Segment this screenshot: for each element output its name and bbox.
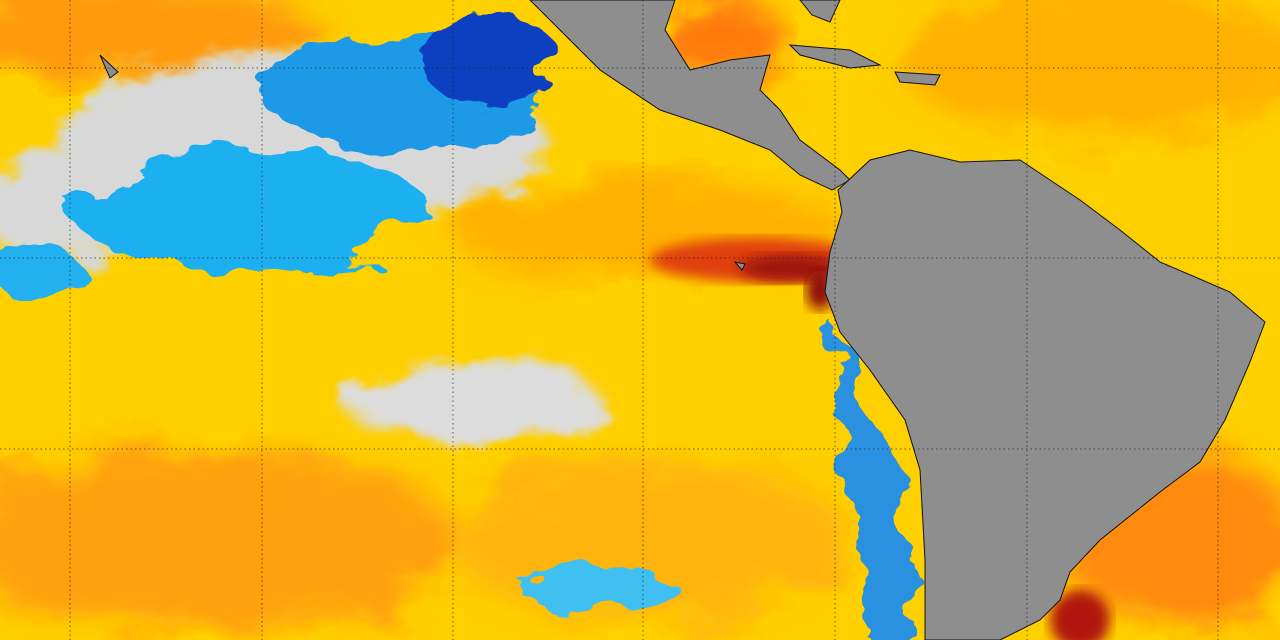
cool-patch: [520, 570, 680, 610]
warm-patch: [0, 450, 460, 630]
cold-patch: [420, 15, 560, 105]
islands: [99, 54, 746, 271]
hispaniola: [894, 71, 941, 86]
neutral-patch: [340, 365, 600, 435]
hotspot: [1050, 590, 1110, 640]
land: [99, 0, 1266, 640]
south-america: [824, 149, 1266, 640]
coastal-cool: [830, 330, 915, 640]
cuba: [788, 44, 882, 69]
cool-patch: [70, 150, 430, 270]
warm-patch: [900, 0, 1280, 140]
florida: [799, 0, 841, 23]
central-america: [529, 0, 851, 191]
